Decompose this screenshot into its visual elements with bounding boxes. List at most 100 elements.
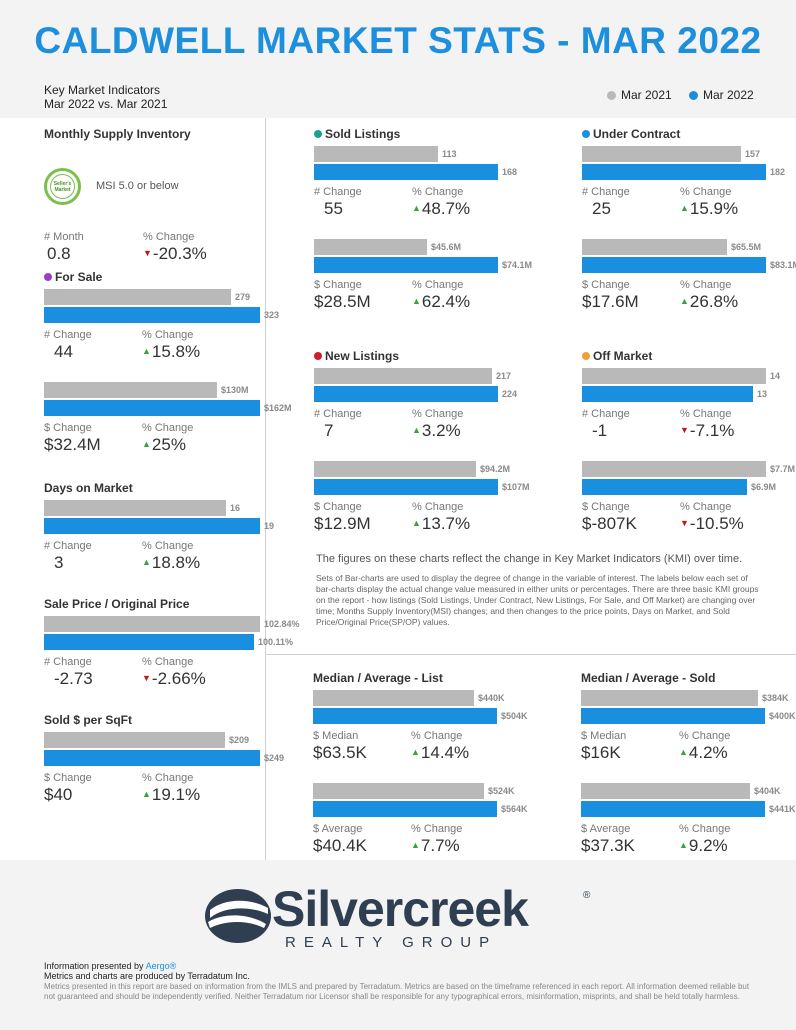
change-value-b: ▼-2.66% bbox=[142, 669, 206, 689]
change-label-b: % Change bbox=[412, 408, 464, 420]
aergo-link[interactable]: Aergo® bbox=[145, 961, 177, 971]
up-arrow-icon: ▲ bbox=[411, 840, 420, 850]
bar-curr-label: $83.1M bbox=[770, 260, 796, 270]
bar-prev-label: $65.5M bbox=[731, 242, 762, 252]
change-value-b-text: 13.7% bbox=[421, 514, 471, 533]
bar-prev-label: $45.6M bbox=[431, 242, 462, 252]
chart-title-text: For Sale bbox=[55, 270, 103, 284]
up-arrow-icon: ▲ bbox=[412, 518, 421, 528]
bar-curr bbox=[582, 164, 766, 180]
badge-line2: Market bbox=[54, 187, 71, 193]
change-label-a: $ Average bbox=[313, 823, 363, 835]
change-label-b: % Change bbox=[680, 186, 732, 198]
bar-prev bbox=[314, 368, 492, 384]
bar-prev bbox=[44, 382, 217, 398]
change-label-a: $ Change bbox=[314, 501, 362, 513]
bar-curr bbox=[314, 479, 498, 495]
chart-title: Median / Average - Sold bbox=[581, 671, 715, 685]
legend-prev-label: Mar 2021 bbox=[621, 88, 672, 102]
change-value-b-text: 7.7% bbox=[420, 836, 460, 855]
change-value-a: 3 bbox=[54, 553, 64, 572]
bar-curr bbox=[313, 708, 497, 724]
change-value-b-text: 14.4% bbox=[420, 743, 470, 762]
silvercreek-logo-icon bbox=[205, 889, 271, 943]
bar-prev bbox=[582, 239, 727, 255]
change-value-a: -2.73 bbox=[54, 669, 93, 688]
msi-title: Monthly Supply Inventory bbox=[44, 127, 191, 141]
legend-prev: Mar 2021 bbox=[607, 88, 672, 102]
series-dot-icon bbox=[582, 352, 590, 360]
bar-curr-label: $441K bbox=[769, 804, 796, 814]
produced-by: Metrics and charts are produced by Terra… bbox=[44, 971, 250, 981]
bar-prev-label: 113 bbox=[442, 149, 457, 159]
chart-title: Days on Market bbox=[44, 481, 133, 495]
change-value-a: $37.3K bbox=[581, 836, 635, 855]
legend-prev-swatch bbox=[607, 90, 616, 100]
bar-curr-label: 168 bbox=[502, 167, 518, 177]
chart-title: For Sale bbox=[44, 270, 102, 284]
bar-curr bbox=[314, 164, 498, 180]
change-label-b: % Change bbox=[680, 279, 732, 291]
up-arrow-icon: ▲ bbox=[412, 203, 421, 213]
change-value-a: -1 bbox=[592, 421, 608, 440]
bar-prev-label: 217 bbox=[496, 371, 512, 381]
change-value-a: 44 bbox=[54, 342, 73, 361]
bar-prev bbox=[44, 500, 226, 516]
change-label-a: $ Change bbox=[314, 279, 362, 291]
bar-curr-label: 19 bbox=[264, 521, 275, 531]
msi-label-a: # Month bbox=[44, 231, 84, 243]
bar-prev bbox=[314, 146, 438, 162]
bar-prev-label: $524K bbox=[488, 786, 515, 796]
bar-curr-label: 224 bbox=[502, 389, 518, 399]
change-value-b-text: 15.8% bbox=[151, 342, 201, 361]
legend-curr-swatch bbox=[689, 90, 698, 100]
change-value-b-text: 15.9% bbox=[689, 199, 739, 218]
change-value-b: ▲48.7% bbox=[412, 199, 470, 219]
bar-curr-label: $504K bbox=[501, 711, 528, 721]
bar-prev-label: 102.84% bbox=[264, 619, 300, 629]
change-value-a: 25 bbox=[592, 199, 611, 218]
bar-curr-label: $400K bbox=[769, 711, 796, 721]
series-dot-icon bbox=[314, 352, 322, 360]
bar-prev bbox=[582, 146, 741, 162]
change-value-a: $40.4K bbox=[313, 836, 367, 855]
subtitle-period: Mar 2022 vs. Mar 2021 bbox=[44, 97, 168, 111]
change-value-b-text: 3.2% bbox=[421, 421, 461, 440]
chart-title-text: Off Market bbox=[593, 349, 653, 363]
change-value-b: ▲62.4% bbox=[412, 292, 470, 312]
change-label-a: # Change bbox=[44, 656, 92, 668]
bar-prev-label: $130M bbox=[221, 385, 249, 395]
chart-title: Median / Average - List bbox=[313, 671, 443, 685]
down-arrow-icon: ▼ bbox=[143, 248, 152, 258]
change-label-b: % Change bbox=[412, 186, 464, 198]
change-label-b: % Change bbox=[679, 730, 731, 742]
bar-prev-label: 16 bbox=[230, 503, 241, 513]
bar-curr-label: $249 bbox=[264, 753, 285, 763]
change-value-a: 7 bbox=[324, 421, 334, 440]
column-divider bbox=[265, 118, 266, 860]
down-arrow-icon: ▼ bbox=[142, 673, 151, 683]
legend-curr: Mar 2022 bbox=[689, 88, 754, 102]
bar-prev bbox=[44, 732, 225, 748]
chart-title-text: Sold $ per SqFt bbox=[44, 713, 133, 727]
change-value-b: ▲9.2% bbox=[679, 836, 728, 856]
change-label-a: # Change bbox=[314, 408, 362, 420]
chart-title-text: Median / Average - Sold bbox=[581, 671, 716, 685]
change-label-b: % Change bbox=[412, 501, 464, 513]
up-arrow-icon: ▲ bbox=[142, 557, 151, 567]
bar-prev bbox=[313, 783, 484, 799]
change-value-b-text: 26.8% bbox=[689, 292, 739, 311]
up-arrow-icon: ▲ bbox=[680, 203, 689, 213]
change-label-b: % Change bbox=[680, 501, 732, 513]
bar-curr bbox=[582, 479, 747, 495]
bar-curr bbox=[581, 801, 765, 817]
bar-prev-label: $384K bbox=[762, 693, 789, 703]
up-arrow-icon: ▲ bbox=[412, 425, 421, 435]
bar-curr-label: 182 bbox=[770, 167, 786, 177]
change-label-a: # Change bbox=[44, 329, 92, 341]
up-arrow-icon: ▲ bbox=[680, 296, 689, 306]
presented-prefix: Information presented by bbox=[44, 961, 146, 971]
row-divider bbox=[266, 654, 796, 655]
badge-line1: Seller's bbox=[53, 181, 72, 187]
disclaimer: Metrics presented in this report are bas… bbox=[44, 982, 750, 1001]
